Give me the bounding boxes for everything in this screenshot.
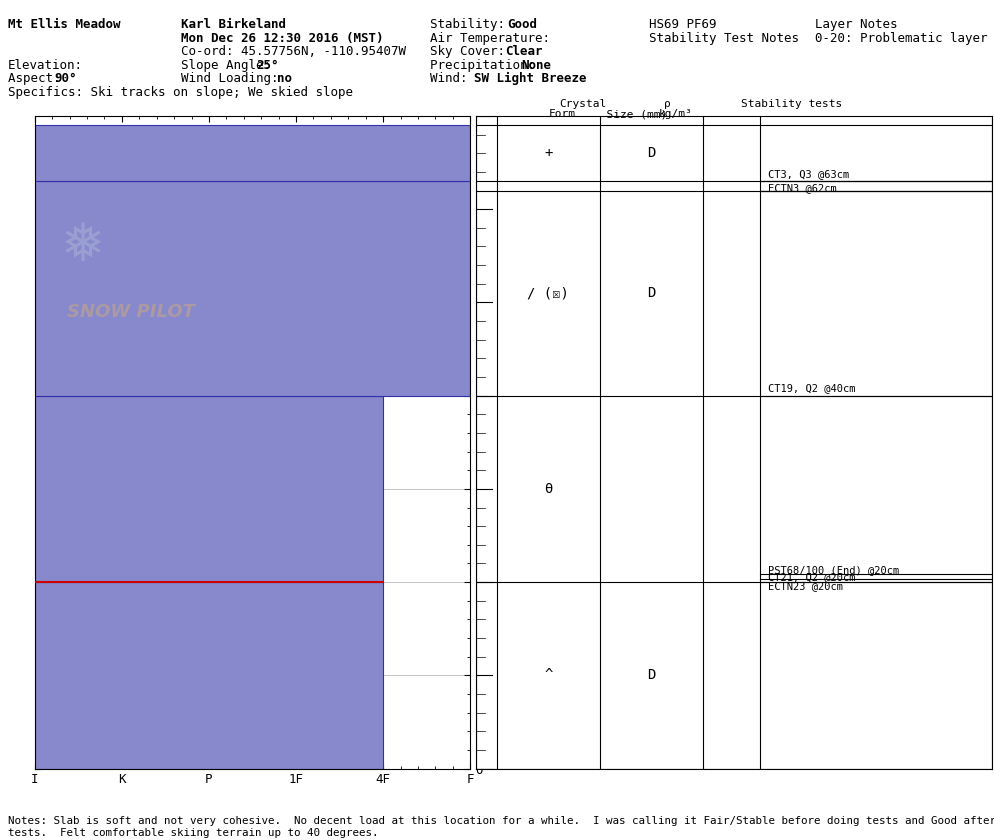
Text: Good: Good (507, 18, 537, 31)
Text: Wind:: Wind: (430, 72, 483, 85)
Bar (35, 181, 470, 396)
Text: Layer Notes: Layer Notes (815, 18, 898, 31)
Text: Stability Test Notes: Stability Test Notes (649, 32, 799, 45)
Text: 0-20: Problematic layer: 0-20: Problematic layer (815, 32, 988, 45)
Text: CT19, Q2 @40cm: CT19, Q2 @40cm (767, 383, 855, 393)
Bar (35, 582, 383, 769)
Text: ECTN23 @20cm: ECTN23 @20cm (767, 580, 843, 591)
Text: Karl Birkeland: Karl Birkeland (181, 18, 286, 31)
Text: Aspect:: Aspect: (8, 72, 68, 85)
Text: Wind Loading:: Wind Loading: (181, 72, 286, 85)
Text: Slope Angle:: Slope Angle: (181, 59, 278, 71)
Text: Elevation:: Elevation: (8, 59, 83, 71)
Text: ^: ^ (544, 669, 553, 682)
Text: 25°: 25° (256, 59, 279, 71)
Text: CT3, Q3 @63cm: CT3, Q3 @63cm (767, 169, 849, 179)
Text: D: D (647, 286, 656, 300)
Text: Crystal: Crystal (560, 99, 607, 109)
Text: / (☒): / (☒) (528, 286, 570, 300)
Text: Stability tests: Stability tests (741, 99, 842, 109)
Text: Sky Cover:: Sky Cover: (430, 45, 513, 58)
Text: Mon Dec 26 12:30 2016 (MST): Mon Dec 26 12:30 2016 (MST) (181, 32, 384, 45)
Text: SNOW PILOT: SNOW PILOT (67, 302, 195, 321)
Text: D: D (647, 146, 656, 160)
Bar (35, 396, 383, 582)
Text: Clear: Clear (505, 45, 543, 58)
Text: tests.  Felt comfortable skiing terrain up to 40 degrees.: tests. Felt comfortable skiing terrain u… (8, 828, 379, 838)
Text: Specifics: Ski tracks on slope; We skied slope: Specifics: Ski tracks on slope; We skied… (8, 86, 353, 98)
Text: θ: θ (544, 482, 553, 496)
Text: Size (mm): Size (mm) (593, 109, 668, 119)
Text: no: no (277, 72, 292, 85)
Text: Notes: Slab is soft and not very cohesive.  No decent load at this location for : Notes: Slab is soft and not very cohesiv… (8, 816, 994, 827)
Text: Mt Ellis Meadow: Mt Ellis Meadow (8, 18, 120, 31)
Bar (35, 125, 470, 181)
Text: Precipitation:: Precipitation: (430, 59, 543, 71)
Text: Form: Form (549, 109, 576, 119)
Text: CT21, Q2 @20cm: CT21, Q2 @20cm (767, 572, 855, 582)
Text: HS69 PF69: HS69 PF69 (649, 18, 717, 31)
Text: kg/m³: kg/m³ (659, 109, 693, 119)
Text: +: + (544, 146, 553, 160)
Text: None: None (521, 59, 551, 71)
Text: SW Light Breeze: SW Light Breeze (474, 72, 586, 86)
Text: Air Temperature:: Air Temperature: (430, 32, 551, 45)
Text: 90°: 90° (55, 72, 78, 85)
Text: Co-ord: 45.57756N, -110.95407W: Co-ord: 45.57756N, -110.95407W (181, 45, 406, 58)
Text: D: D (647, 669, 656, 682)
Text: ρ: ρ (664, 99, 671, 109)
Text: ❅: ❅ (61, 220, 104, 272)
Text: PST68/100 (End) @20cm: PST68/100 (End) @20cm (767, 565, 899, 575)
Text: Stability:: Stability: (430, 18, 513, 31)
Text: ECTN3 @62cm: ECTN3 @62cm (767, 183, 836, 192)
